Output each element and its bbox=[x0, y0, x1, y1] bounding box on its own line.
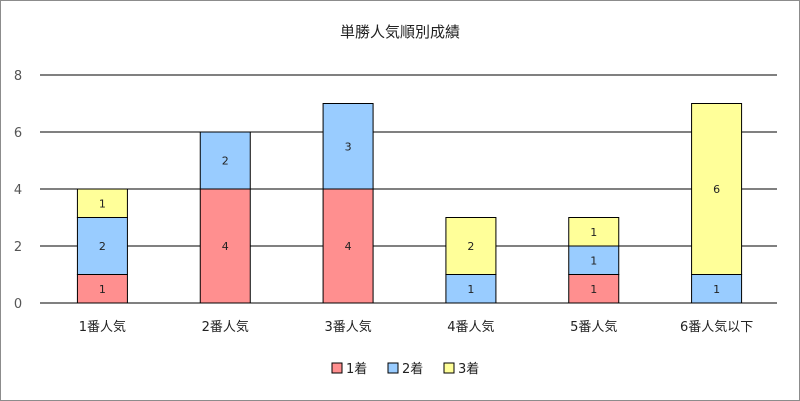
bar-segment bbox=[322, 188, 374, 304]
legend-swatch bbox=[387, 362, 399, 374]
data-label: 2 bbox=[222, 155, 229, 168]
data-label: 2 bbox=[99, 240, 106, 253]
data-label: 1 bbox=[590, 283, 597, 296]
y-tick-label: 4 bbox=[14, 183, 22, 198]
x-category-label: 2番人気 bbox=[202, 319, 249, 335]
bar-segment bbox=[445, 274, 497, 304]
legend-label: 3着 bbox=[458, 361, 479, 377]
data-label: 3 bbox=[345, 140, 352, 153]
x-category-label: 6番人気以下 bbox=[680, 319, 753, 335]
y-axis-ticks: 0 2 4 6 8 bbox=[14, 69, 22, 312]
data-label: 4 bbox=[222, 240, 229, 253]
x-category-label: 3番人気 bbox=[324, 319, 371, 335]
data-label: 1 bbox=[590, 226, 597, 239]
legend: 1着 2着 3着 bbox=[331, 361, 479, 377]
y-tick-label: 6 bbox=[14, 126, 22, 141]
x-axis-categories: 1番人気 2番人気 3番人気 4番人気 5番人気 6番人気以下 bbox=[79, 319, 753, 335]
data-label: 1 bbox=[713, 283, 720, 296]
bar-segment bbox=[691, 274, 743, 304]
x-category-label: 4番人気 bbox=[447, 319, 494, 335]
bar-segment bbox=[76, 188, 128, 218]
legend-label: 1着 bbox=[346, 361, 367, 377]
data-label: 1 bbox=[467, 283, 474, 296]
data-label: 1 bbox=[590, 254, 597, 267]
y-tick-label: 8 bbox=[14, 69, 22, 84]
bars: 1 2 1 4 2 4 3 1 2 1 1 1 1 6 bbox=[76, 103, 743, 304]
y-tick-label: 2 bbox=[14, 240, 22, 255]
data-label: 4 bbox=[345, 240, 352, 253]
bar-segment bbox=[445, 217, 497, 275]
bar-segment bbox=[322, 103, 374, 190]
legend-label: 2着 bbox=[402, 361, 423, 377]
x-category-label: 1番人気 bbox=[79, 319, 126, 335]
legend-swatch bbox=[443, 362, 455, 374]
data-label: 1 bbox=[99, 283, 106, 296]
data-label: 2 bbox=[467, 240, 474, 253]
gridlines bbox=[40, 74, 777, 304]
data-label: 1 bbox=[99, 197, 106, 210]
bar-segment bbox=[199, 131, 251, 190]
data-label: 6 bbox=[713, 183, 720, 196]
bar-segment bbox=[568, 217, 620, 247]
legend-swatch bbox=[331, 362, 343, 374]
x-category-label: 5番人気 bbox=[570, 319, 617, 335]
y-tick-label: 0 bbox=[14, 297, 22, 312]
bar-segment bbox=[691, 103, 743, 275]
bar-segment bbox=[76, 274, 128, 304]
chart-title: 単勝人気順別成績 bbox=[340, 23, 460, 41]
bar-segment bbox=[568, 245, 620, 275]
